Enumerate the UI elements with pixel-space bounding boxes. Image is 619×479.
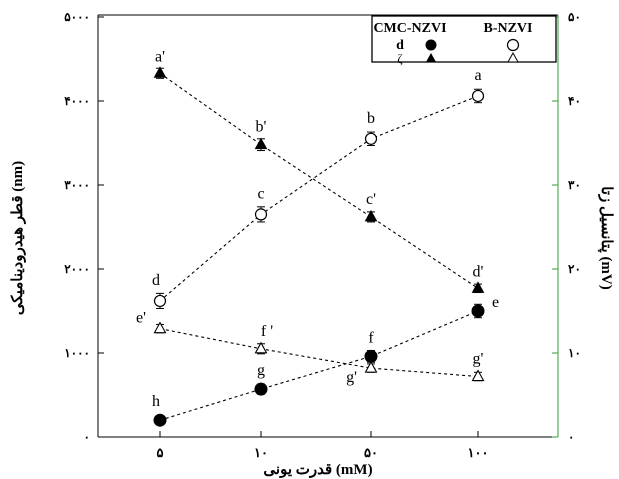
data-point-letter-label: e' [136,310,146,327]
y-left-tick-label: ۵۰۰۰ [64,10,90,24]
y-left-tick-label: ۲۰۰۰ [64,262,90,276]
y-axis-left-label: قطر هیدرودینامیکی (nm) [10,161,26,315]
legend-marker-cmc-zeta [426,53,436,62]
y-axis-right-label: پتانسیل زتا (mV) [597,186,614,290]
legend-row-label-zeta: ζ [397,51,403,66]
y-left-tick-label: ۰ [84,430,90,444]
data-point-triangle-open [254,341,268,354]
data-point-circle-filled [364,349,378,363]
data-point-letter-label: f [368,329,374,346]
data-point-circle-open [153,294,167,308]
data-point-letter-label: c [257,185,264,202]
y-right-tick-label: ۵۰ [568,10,581,24]
data-point-letter-label: c' [366,191,376,208]
data-point-triangle-open [364,360,378,373]
data-point-triangle-filled [471,281,485,293]
series-line [159,310,479,421]
data-point-letter-label: g' [346,369,357,386]
data-point-triangle-open [471,369,485,382]
data-point-triangle-filled [153,66,167,78]
data-point-letter-label: a [474,67,481,84]
y-right-tick-label: ۳۰ [568,178,581,192]
data-point-circle-filled [254,382,268,396]
data-point-letter-label: a' [155,48,165,65]
legend-marker-b-d [506,38,520,52]
legend-marker-b-zeta [507,51,519,63]
data-point-letter-label: e [492,294,499,311]
data-point-letter-label: h [152,393,160,410]
data-point-letter-label: g [257,362,265,379]
series-line [159,95,479,302]
y-left-tick-label: ۱۰۰۰ [64,346,90,360]
x-tick-label: ۵ [157,445,164,460]
data-point-circle-open [254,208,268,221]
data-point-triangle-filled [254,137,268,150]
legend-col-header-cmc: CMC-NZVI [373,21,446,36]
y-right-tick-label: ۰ [568,430,574,444]
data-point-letter-label: b [367,110,375,127]
x-tick-label: ۱۰ [254,445,268,460]
y-left-tick-label: ۳۰۰۰ [64,178,90,192]
data-point-letter-label: f ' [261,323,273,340]
data-point-triangle-open [153,321,167,334]
y-left-tick-label: ۴۰۰۰ [64,94,90,108]
x-axis-label: قدرت یونی (mM) [263,462,372,478]
data-point-circle-filled [153,413,167,427]
legend-frame [371,15,557,63]
data-point-letter-label: b' [256,119,267,136]
data-point-letter-label: d' [473,263,484,280]
data-point-circle-open [364,132,378,145]
x-tick-label: ۵۰ [364,445,378,460]
y-right-tick-label: ۲۰ [568,262,581,276]
data-point-letter-label: g' [473,351,484,368]
x-tick-label: ۱۰۰ [468,445,489,460]
data-point-letter-label: d [152,272,160,289]
series-line [159,72,479,289]
data-point-circle-open [471,89,485,103]
y-right-tick-label: ۱۰ [568,346,581,360]
legend-col-header-b: B-NZVI [483,21,532,36]
data-point-circle-filled [471,304,485,318]
legend-row-label-d: d [396,38,404,53]
series-line [159,328,479,378]
legend-marker-cmc-d [425,39,437,51]
data-point-triangle-filled [364,209,378,222]
y-right-tick-label: ۴۰ [568,94,581,108]
